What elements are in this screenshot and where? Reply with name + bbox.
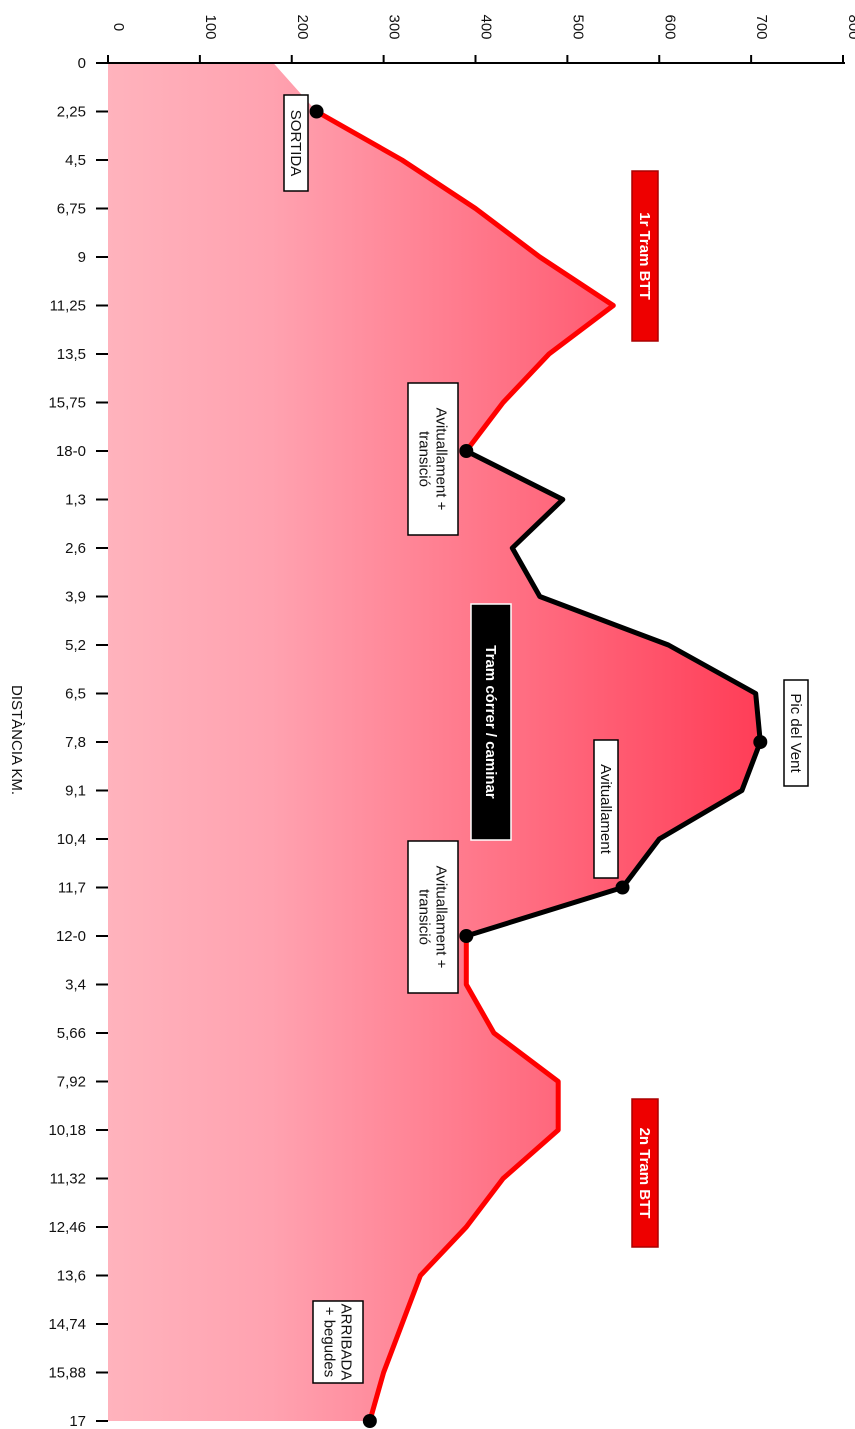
section-label-btt-2: 2n Tram BTT	[631, 1098, 659, 1248]
category-tick-label: 10,4	[57, 831, 86, 848]
value-tick-label: 500	[569, 14, 586, 39]
section-label-btt-1: 1r Tram BTT	[631, 170, 659, 342]
label-sortida-text: SORTIDA	[287, 110, 304, 176]
section-label-btt-1-box	[631, 170, 659, 342]
label-sortida: SORTIDA	[283, 94, 309, 192]
category-tick-label: 13,6	[57, 1268, 86, 1285]
value-tick-label: 100	[202, 14, 219, 39]
label-sortida-box	[283, 94, 309, 192]
category-tick-label: 5,2	[65, 637, 86, 654]
category-tick-label: 7,92	[57, 1074, 86, 1091]
value-tick-label: 700	[753, 14, 770, 39]
category-tick-label: 1,3	[65, 492, 86, 509]
marker-dot	[362, 1414, 377, 1428]
section-label-btt-1-text: 1r Tram BTT	[636, 212, 653, 300]
category-tick-label: 10,18	[48, 1122, 86, 1139]
category-tick-label: 18-0	[56, 443, 86, 460]
category-tick-label: 13,5	[57, 346, 86, 363]
label-arribada: ARRIBADA+ begudes	[312, 1300, 364, 1384]
label-transicio-1-text: Avituallament +	[433, 408, 450, 511]
category-tick-label: 11,25	[50, 298, 86, 315]
marker-dot	[615, 880, 630, 895]
category-tick-label: 6,5	[65, 686, 86, 703]
label-arribada-box	[312, 1300, 364, 1384]
label-pic-del-vent-box	[783, 679, 809, 787]
label-transicio-2-box	[407, 840, 459, 994]
category-tick-label: 3,4	[65, 977, 86, 994]
category-tick-label: 7,8	[65, 734, 86, 751]
marker-dot	[459, 929, 474, 943]
category-tick-label: 15,88	[48, 1365, 86, 1382]
series-line-1	[314, 109, 616, 454]
label-avituallament-box	[593, 739, 619, 879]
category-tick-label: 2,25	[57, 104, 86, 121]
label-arribada-text: ARRIBADA	[338, 1304, 355, 1381]
section-label-btt-2-text: 2n Tram BTT	[636, 1128, 653, 1219]
label-transicio-1-text: transició	[416, 431, 433, 487]
section-label-run-text: Tram córrer / caminar	[482, 645, 499, 799]
series-line-3	[367, 933, 561, 1424]
category-tick-label: 12,46	[48, 1219, 86, 1236]
category-tick-label: 3,9	[65, 589, 86, 606]
section-label-run: Tram córrer / caminar	[470, 603, 512, 841]
label-transicio-1-box	[407, 382, 459, 536]
category-tick-label: 5,66	[57, 1025, 86, 1042]
category-tick-label: 0	[78, 55, 86, 72]
label-transicio-2-text: Avituallament +	[433, 866, 450, 969]
section-label-btt-2-box	[631, 1098, 659, 1248]
category-tick-label: 15,75	[48, 395, 86, 412]
marker-dot	[459, 444, 474, 458]
marker-dot	[753, 735, 768, 749]
category-tick-label: 9	[78, 249, 86, 266]
category-tick-label: 11,32	[50, 1171, 86, 1188]
label-avituallament-text: Avituallament	[597, 764, 614, 855]
label-avituallament: Avituallament	[593, 739, 619, 879]
category-tick-label: 6,75	[57, 201, 86, 218]
category-tick-label: 12-0	[56, 928, 86, 945]
distance-axis-title: DISTÀNCIA KM.	[8, 685, 25, 795]
elevation-area	[108, 63, 761, 1421]
marker-dot	[309, 104, 324, 119]
category-tick-label: 17	[69, 1413, 86, 1429]
section-label-run-box	[470, 603, 512, 841]
value-tick-label: 300	[386, 14, 403, 39]
category-tick-label: 14,74	[48, 1316, 86, 1333]
category-tick-label: 11,7	[58, 880, 86, 897]
label-transicio-2: Avituallament +transició	[407, 840, 459, 994]
category-tick-label: 4,5	[65, 152, 86, 169]
label-transicio-2-text: transició	[416, 889, 433, 945]
series-line-2	[463, 448, 763, 939]
label-pic-del-vent-text: Pic del Vent	[787, 693, 804, 773]
value-tick-label: 400	[478, 14, 495, 39]
value-tick-label: 800	[845, 14, 855, 39]
category-tick-label: 2,6	[65, 540, 86, 557]
label-arribada-text: + begudes	[321, 1307, 338, 1377]
value-tick-label: 600	[661, 14, 678, 39]
category-tick-label: 9,1	[65, 783, 86, 800]
value-tick-label: 200	[294, 14, 311, 39]
value-tick-label: 0	[110, 23, 127, 31]
label-pic-del-vent: Pic del Vent	[783, 679, 809, 787]
label-transicio-1: Avituallament +transició	[407, 382, 459, 536]
